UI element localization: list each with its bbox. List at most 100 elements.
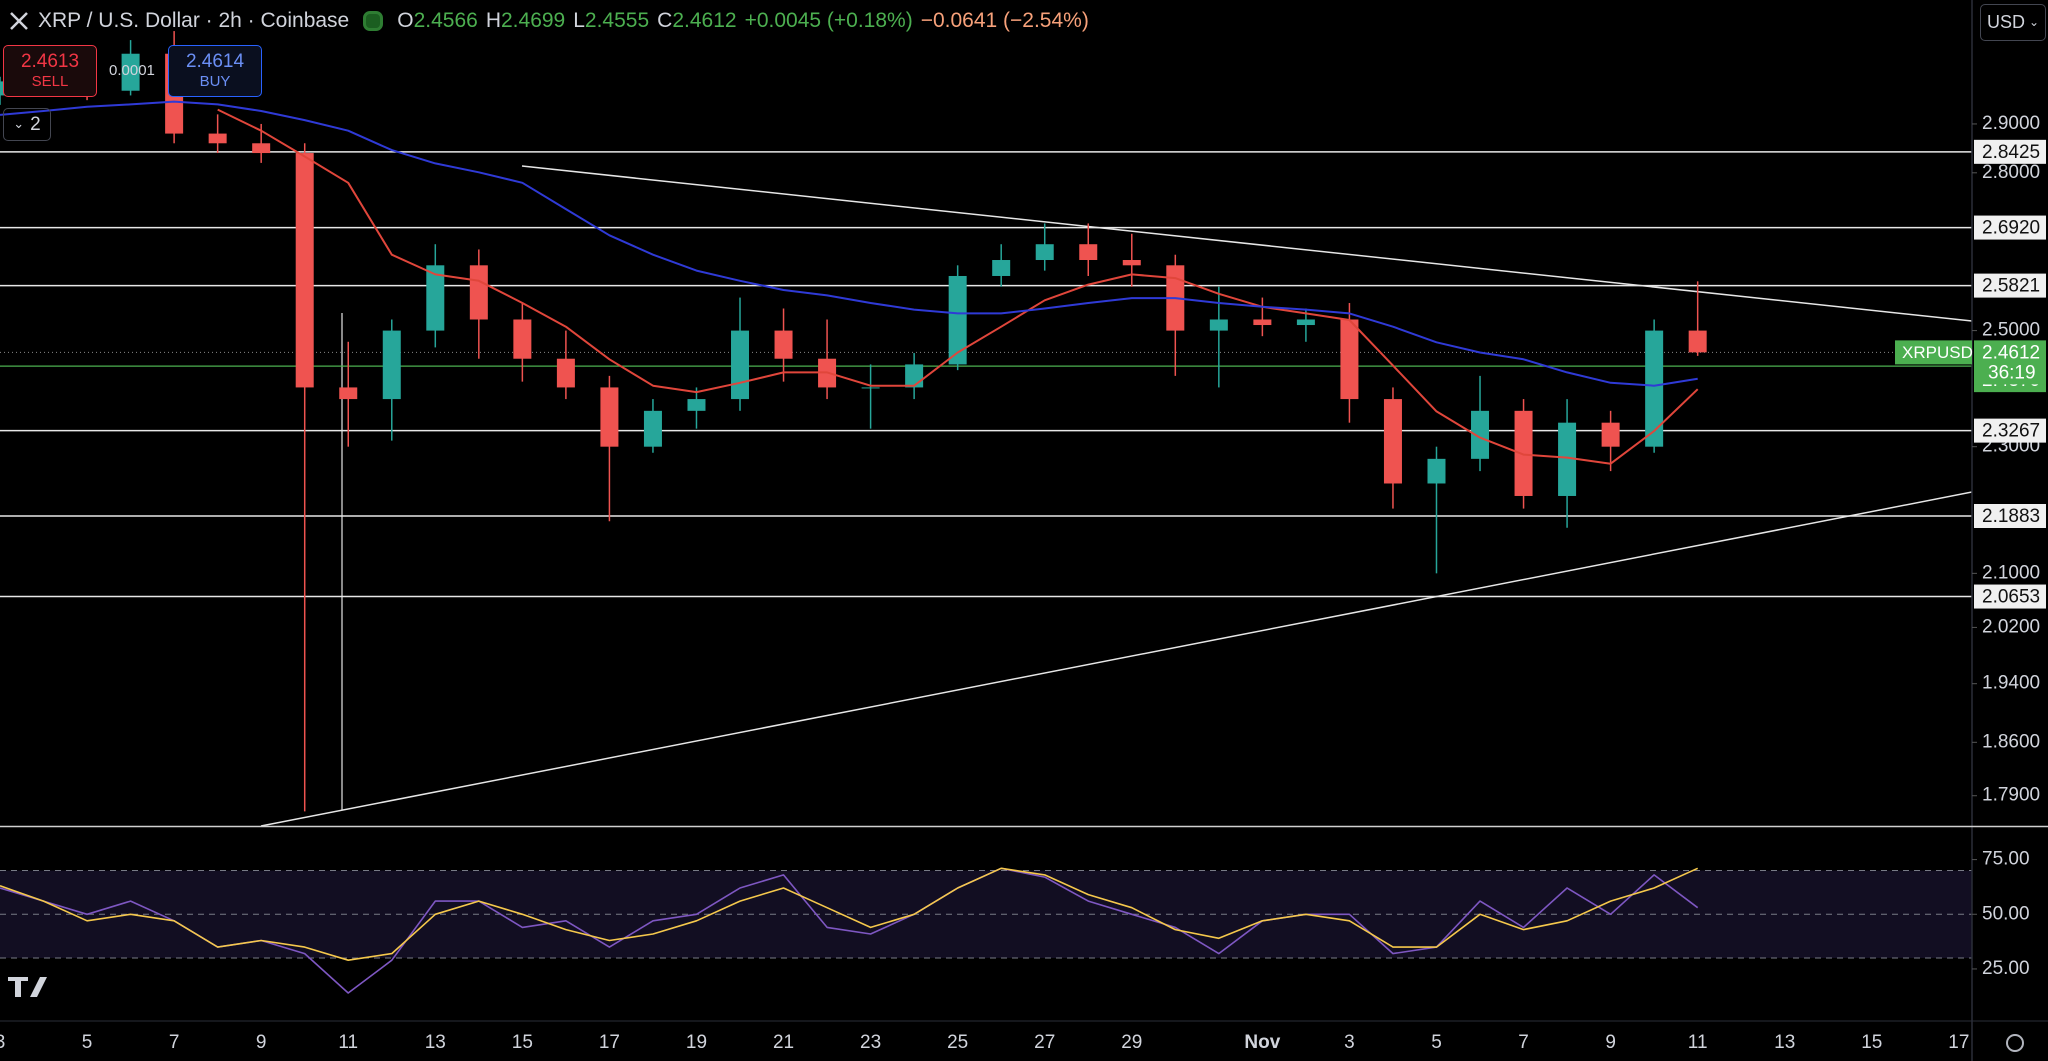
- candle-body: [252, 143, 271, 154]
- x-tick-label: 15: [1861, 1032, 1882, 1053]
- level-label-box: [1974, 503, 2046, 528]
- logo: [8, 977, 47, 997]
- buy-label: BUY: [199, 73, 231, 91]
- currency: USD: [1986, 12, 2025, 33]
- change: +0.0045 (+0.18%): [744, 9, 913, 32]
- ohlc-item: H2.4699: [486, 9, 565, 33]
- chevron: ⌄: [13, 116, 25, 132]
- line: [0, 867, 1699, 994]
- y-tick-label: 2.5000: [1982, 320, 2040, 341]
- candle-body: [1383, 399, 1402, 484]
- buy-price: 2.4614: [185, 51, 245, 73]
- candle-body: [1558, 422, 1577, 496]
- candle-body: [643, 410, 662, 447]
- candle-body: [1209, 319, 1228, 331]
- y-tick-label: 50.00: [1982, 903, 2030, 924]
- candle-body: [948, 275, 967, 365]
- sell-label: SELL: [31, 73, 69, 91]
- ohlc-key: C: [657, 9, 673, 32]
- x-tick-label: 21: [773, 1032, 794, 1053]
- candle-body: [295, 153, 314, 388]
- close-icon[interactable]: [8, 10, 30, 32]
- x-tick-label: 9: [256, 1032, 267, 1053]
- x-tick-label: 23: [860, 1032, 881, 1053]
- trend-line: [260, 491, 1972, 826]
- x-tick-label: 7: [169, 1032, 180, 1053]
- level-label-box: [1974, 418, 2046, 443]
- buy-button[interactable]: 2.4614 BUY: [168, 45, 262, 97]
- status-dot: [363, 11, 384, 31]
- x-tick-label: 27: [1034, 1032, 1055, 1053]
- ohlc-value: 2.4612: [672, 9, 737, 32]
- axes: 2.90002.80002.50002.30002.10002.02001.94…: [0, 113, 2046, 1053]
- candle-body: [1601, 422, 1620, 447]
- candle-body: [731, 330, 750, 400]
- ohlc-item: C2.4612: [657, 9, 736, 33]
- x-tick-label: 15: [512, 1032, 533, 1053]
- sell-button[interactable]: 2.4613 SELL: [3, 45, 97, 97]
- candle-body: [469, 265, 488, 320]
- ohlc-item: L2.4555: [573, 9, 649, 33]
- candle-body: [426, 265, 445, 331]
- level-label-box: [1974, 584, 2046, 609]
- indicator-count: 2: [30, 113, 41, 135]
- candle-body: [774, 330, 793, 359]
- candle-body: [1079, 244, 1098, 261]
- ohlc-key: O: [397, 9, 414, 32]
- candle-body: [1122, 260, 1141, 266]
- candle-body: [687, 399, 706, 411]
- chevron: ⌄: [2028, 14, 2040, 29]
- x-tick-label: Nov: [1244, 1032, 1280, 1053]
- trend-line: [521, 165, 1972, 322]
- candle-body: [1296, 319, 1315, 326]
- x-tick-label: 3: [1344, 1032, 1355, 1053]
- price-pane: [0, 31, 1972, 826]
- candle-body: [556, 358, 575, 388]
- candle-body: [208, 133, 227, 144]
- candle-body: [1471, 410, 1490, 459]
- price-name-box: [1895, 340, 1972, 365]
- x-tick-label: 9: [1605, 1032, 1616, 1053]
- level-label: 2.3267: [1982, 421, 2040, 442]
- line: [0, 100, 1698, 387]
- x-tick-label: 17: [599, 1032, 620, 1053]
- level-label: 2.5821: [1982, 276, 2040, 297]
- x-tick-label: 11: [338, 1032, 358, 1053]
- level-label: 2.0653: [1982, 587, 2040, 608]
- candle-body: [1514, 410, 1533, 496]
- currency-menu[interactable]: USD ⌄: [1980, 4, 2046, 41]
- ohlc-value: 2.4566: [413, 9, 478, 32]
- y-tick-label: 2.0200: [1982, 616, 2040, 637]
- candle-body: [1688, 330, 1707, 353]
- candle-body: [1645, 330, 1664, 447]
- y-tick-label: 2.9000: [1982, 113, 2040, 134]
- line: [0, 867, 1699, 961]
- candle-body: [1340, 319, 1359, 400]
- indicator-toggle[interactable]: ⌄ 2: [3, 108, 51, 141]
- candle-body: [121, 53, 140, 91]
- settings-icon[interactable]: [2006, 1034, 2024, 1052]
- candle-body: [1427, 458, 1446, 484]
- ohlc-key: H: [485, 9, 501, 32]
- y-tick-label: 1.8600: [1982, 731, 2040, 752]
- y-tick-label: 2.1000: [1982, 562, 2040, 583]
- y-tick-label: 1.9400: [1982, 673, 2040, 694]
- y-tick-label: 1.7900: [1982, 785, 2040, 806]
- level-label: 2.8425: [1982, 142, 2040, 163]
- change-2: −0.0641 (−2.54%): [920, 9, 1089, 32]
- candle-body: [382, 330, 401, 400]
- price-label-box: [1974, 340, 2046, 385]
- ohlc: O2.4566 H2.4699 L2.4555 C2.4612: [397, 9, 736, 33]
- candle-body: [992, 260, 1011, 276]
- level-label: 2.1883: [1982, 506, 2040, 527]
- x-tick-label: 3: [0, 1032, 5, 1053]
- x-tick-label: 17: [1948, 1032, 1969, 1053]
- candle-body: [861, 387, 880, 389]
- countdown: 36:19: [1988, 362, 2036, 383]
- symbol[interactable]: XRP / U.S. Dollar · 2h · Coinbase: [38, 9, 350, 32]
- candle-body: [339, 387, 358, 400]
- x-tick-label: 13: [425, 1032, 446, 1053]
- x-tick-label: 13: [1774, 1032, 1795, 1053]
- ohlc-item: O2.4566: [397, 9, 478, 33]
